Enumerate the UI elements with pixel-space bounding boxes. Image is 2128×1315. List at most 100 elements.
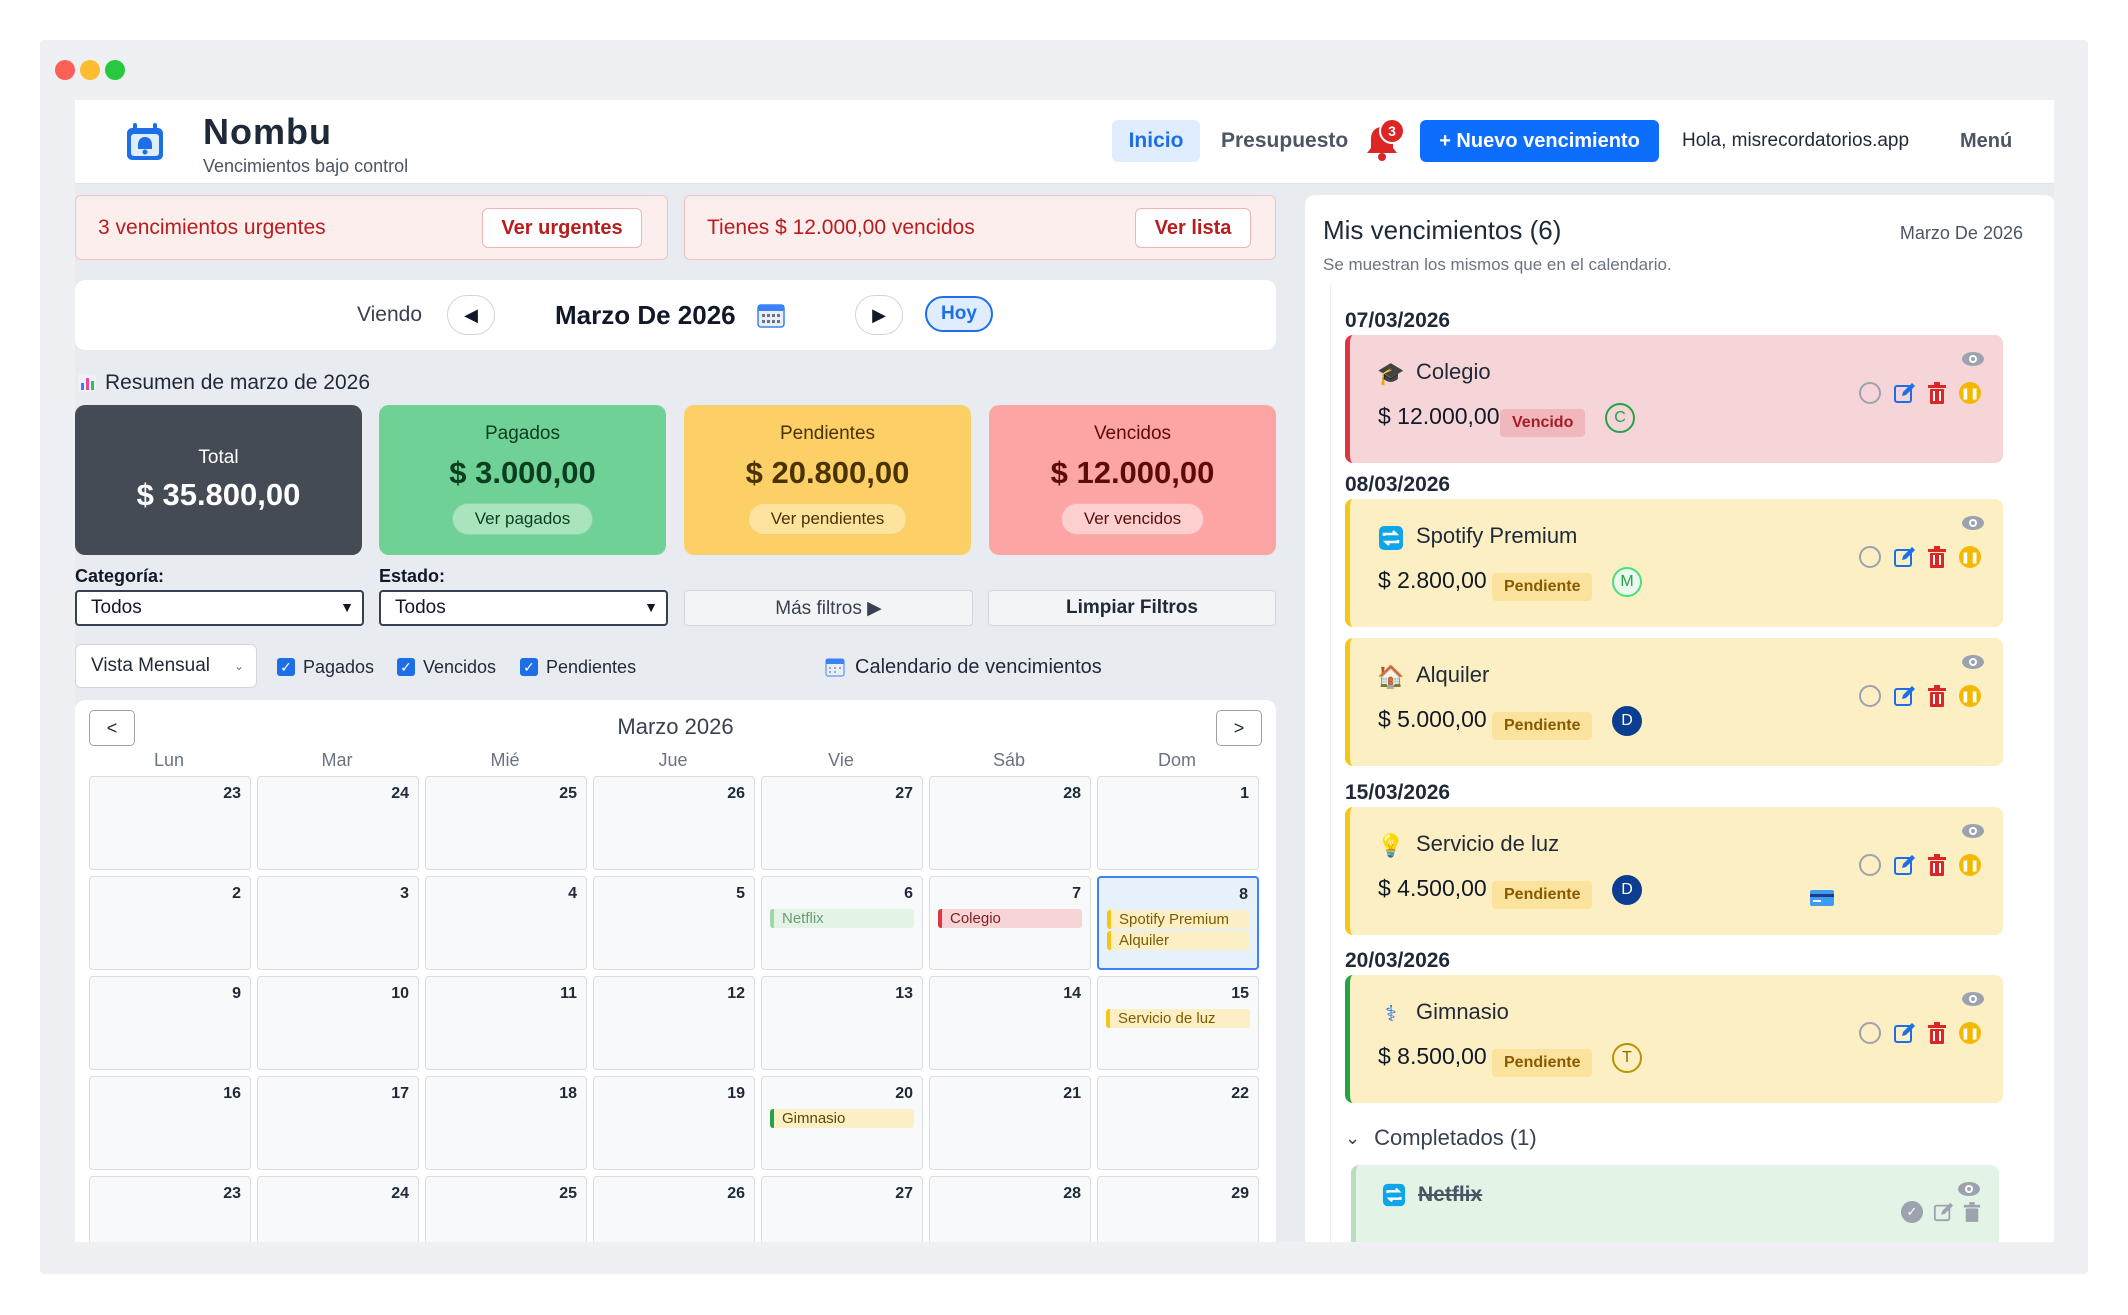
calendar-day[interactable]: 26 (593, 1176, 755, 1242)
edit-icon[interactable] (1893, 546, 1915, 568)
estado-select[interactable]: Todos ▼ (379, 590, 668, 626)
eye-icon[interactable] (1961, 991, 1985, 1007)
nav-inicio[interactable]: Inicio (1112, 120, 1200, 162)
calendar-day[interactable]: 16 (89, 1076, 251, 1170)
mark-paid-circle-icon[interactable] (1859, 382, 1881, 404)
today-button[interactable]: Hoy (925, 296, 993, 332)
calendar-day[interactable]: 6 Netflix (761, 876, 923, 970)
pause-icon[interactable]: ❚❚ (1959, 854, 1981, 876)
calendar-day[interactable]: 28 (929, 776, 1091, 870)
mark-paid-circle-icon[interactable] (1859, 685, 1881, 707)
pause-icon[interactable]: ❚❚ (1959, 546, 1981, 568)
calendar-day[interactable]: 17 (257, 1076, 419, 1170)
calendar-day[interactable]: 25 (425, 776, 587, 870)
calendar-day[interactable]: 24 (257, 1176, 419, 1242)
calendar-event-luz[interactable]: Servicio de luz (1106, 1009, 1250, 1028)
calendar-day[interactable]: 1 (1097, 776, 1259, 870)
trash-icon[interactable] (1963, 1202, 1981, 1222)
calendar-day[interactable]: 29 (1097, 1176, 1259, 1242)
filter-pendientes-checkbox[interactable]: ✓ Pendientes (520, 656, 636, 678)
brand-name[interactable]: Nombu (203, 111, 332, 152)
edit-icon[interactable] (1893, 685, 1915, 707)
calendar-day[interactable]: 21 (929, 1076, 1091, 1170)
menu-button[interactable]: Menú (1960, 129, 2013, 152)
filter-pagados-checkbox[interactable]: ✓ Pagados (277, 656, 374, 678)
due-item[interactable]: 🎓 Colegio $ 12.000,00 Vencido C ❚❚ (1345, 335, 2003, 463)
edit-icon[interactable] (1893, 382, 1915, 404)
calendar-day[interactable]: 10 (257, 976, 419, 1070)
calendar-day[interactable]: 4 (425, 876, 587, 970)
eye-icon[interactable] (1961, 654, 1985, 670)
limpiar-filtros-button[interactable]: Limpiar Filtros (988, 590, 1276, 626)
calendar-day[interactable]: 13 (761, 976, 923, 1070)
next-month-button[interactable]: ▶ (855, 295, 903, 335)
calendar-day[interactable]: 23 (89, 776, 251, 870)
ver-pagados-button[interactable]: Ver pagados (451, 503, 594, 535)
eye-icon[interactable] (1961, 823, 1985, 839)
calendar-day[interactable]: 11 (425, 976, 587, 1070)
user-greeting[interactable]: Hola, misrecordatorios.app (1682, 130, 1910, 151)
calendar-day[interactable]: 9 (89, 976, 251, 1070)
ver-lista-button[interactable]: Ver lista (1135, 208, 1251, 248)
calendar-event-colegio[interactable]: Colegio (938, 909, 1082, 928)
prev-month-button[interactable]: ◀ (447, 295, 495, 335)
pause-icon[interactable]: ❚❚ (1959, 685, 1981, 707)
minimize-window-button[interactable] (80, 60, 100, 80)
new-due-date-button[interactable]: + Nuevo vencimiento (1420, 120, 1659, 162)
calendar-day[interactable]: 24 (257, 776, 419, 870)
calendar-event-alquiler[interactable]: Alquiler (1107, 931, 1249, 950)
mas-filtros-button[interactable]: Más filtros ▶ (684, 590, 973, 626)
calendar-event-netflix[interactable]: Netflix (770, 909, 914, 928)
calendar-day[interactable]: 19 (593, 1076, 755, 1170)
pause-icon[interactable]: ❚❚ (1959, 1022, 1981, 1044)
calendar-picker-icon[interactable] (757, 302, 785, 328)
completed-item[interactable]: Netflix ✓ (1351, 1165, 1999, 1242)
trash-icon[interactable] (1927, 546, 1947, 568)
eye-icon[interactable] (1957, 1181, 1981, 1197)
calendar-day[interactable]: 23 (89, 1176, 251, 1242)
categoria-select[interactable]: Todos ▼ (75, 590, 364, 626)
maximize-window-button[interactable] (105, 60, 125, 80)
pause-icon[interactable]: ❚❚ (1959, 382, 1981, 404)
calendar-day[interactable]: 25 (425, 1176, 587, 1242)
eye-icon[interactable] (1961, 351, 1985, 367)
check-circle-icon[interactable]: ✓ (1901, 1201, 1923, 1223)
calendar-prev-button[interactable]: < (89, 710, 135, 746)
mark-paid-circle-icon[interactable] (1859, 546, 1881, 568)
ver-vencidos-button[interactable]: Ver vencidos (1060, 503, 1205, 535)
completed-section-toggle[interactable]: ⌄ Completados (1) (1345, 1125, 1537, 1151)
eye-icon[interactable] (1961, 515, 1985, 531)
trash-icon[interactable] (1927, 382, 1947, 404)
mark-paid-circle-icon[interactable] (1859, 1022, 1881, 1044)
calendar-day[interactable]: 14 (929, 976, 1091, 1070)
calendar-day[interactable]: 15 Servicio de luz (1097, 976, 1259, 1070)
edit-icon[interactable] (1893, 854, 1915, 876)
calendar-day[interactable]: 3 (257, 876, 419, 970)
due-item[interactable]: 💡 Servicio de luz $ 4.500,00 Pendiente D… (1345, 807, 2003, 935)
calendar-day[interactable]: 28 (929, 1176, 1091, 1242)
ver-urgentes-button[interactable]: Ver urgentes (482, 208, 642, 248)
calendar-day[interactable]: 20 Gimnasio (761, 1076, 923, 1170)
calendar-day[interactable]: 22 (1097, 1076, 1259, 1170)
trash-icon[interactable] (1927, 854, 1947, 876)
trash-icon[interactable] (1927, 1022, 1947, 1044)
due-item[interactable]: 🏠 Alquiler $ 5.000,00 Pendiente D ❚❚ (1345, 638, 2003, 766)
edit-icon[interactable] (1933, 1202, 1953, 1222)
calendar-day[interactable]: 5 (593, 876, 755, 970)
due-item[interactable]: Spotify Premium $ 2.800,00 Pendiente M ❚… (1345, 499, 2003, 627)
calendar-day[interactable]: 2 (89, 876, 251, 970)
due-item[interactable]: ⚕ Gimnasio $ 8.500,00 Pendiente T ❚❚ (1345, 975, 2003, 1103)
calendar-next-button[interactable]: > (1216, 710, 1262, 746)
trash-icon[interactable] (1927, 685, 1947, 707)
calendar-day-today[interactable]: 8 Spotify Premium Alquiler (1097, 876, 1259, 970)
calendar-day[interactable]: 27 (761, 776, 923, 870)
ver-pendientes-button[interactable]: Ver pendientes (747, 503, 908, 535)
calendar-event-spotify[interactable]: Spotify Premium (1107, 910, 1249, 929)
view-mode-select[interactable]: Vista Mensual ⌄ (75, 644, 257, 688)
calendar-day[interactable]: 12 (593, 976, 755, 1070)
edit-icon[interactable] (1893, 1022, 1915, 1044)
calendar-event-gimnasio[interactable]: Gimnasio (770, 1109, 914, 1128)
calendar-day[interactable]: 7 Colegio (929, 876, 1091, 970)
filter-vencidos-checkbox[interactable]: ✓ Vencidos (397, 656, 496, 678)
calendar-day[interactable]: 27 (761, 1176, 923, 1242)
